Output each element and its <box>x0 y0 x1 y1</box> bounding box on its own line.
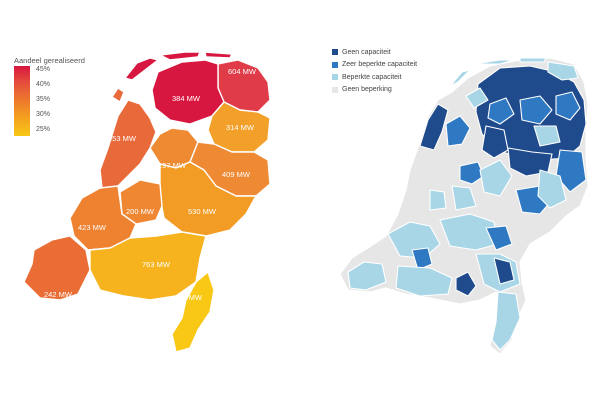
region-noord-brabant[interactable] <box>89 231 207 301</box>
label-zeeland: 242 MW <box>44 290 73 299</box>
label-gelderland: 530 MW <box>188 207 217 216</box>
legend-label: Beperkte capaciteit <box>342 73 402 81</box>
right-west-verylimited <box>445 115 471 147</box>
right-north-verylimited-c <box>487 97 515 125</box>
label-overijssel: 409 MW <box>222 170 251 179</box>
right-middle-verylimited-a <box>555 149 587 193</box>
legend-swatch <box>332 74 338 81</box>
capacity-legend: Geen capaciteit Zeer beperkte capaciteit… <box>332 46 417 96</box>
label-zuid-holland: 423 MW <box>78 223 107 232</box>
right-south-verylimited-b <box>485 225 513 251</box>
left-map: 604 MW 384 MW 314 MW 297 MW 453 MW 409 M… <box>23 51 271 353</box>
capacity-legend-item: Zeer beperkte capaciteit <box>332 59 417 72</box>
ramp-tick-5: 25% <box>36 126 51 133</box>
share-realized-legend-title: Aandeel gerealiseerd <box>14 56 85 65</box>
capacity-legend-item: Geen capaciteit <box>332 46 417 59</box>
region-zeeland[interactable] <box>23 235 91 301</box>
right-middle-none-a <box>481 125 509 159</box>
right-north-limited-a <box>547 61 579 81</box>
right-south-verylimited-a <box>411 247 433 271</box>
right-zeeland-limited <box>347 261 387 291</box>
right-north-limited-c <box>533 125 561 147</box>
right-middle-limited-d <box>429 189 447 211</box>
legend-swatch <box>332 49 338 56</box>
right-map <box>339 57 589 355</box>
label-noord-holland: 453 MW <box>108 134 137 143</box>
label-limburg: 293 MW <box>174 293 203 302</box>
legend-label: Zeer beperkte capaciteit <box>342 61 418 69</box>
label-drenthe: 314 MW <box>226 123 255 132</box>
ramp-tick-3: 35% <box>36 96 51 103</box>
label-friesland: 384 MW <box>172 94 201 103</box>
right-middle-verylimited-b <box>459 161 485 185</box>
capacity-legend-item: Geen beperking <box>332 84 417 97</box>
legend-swatch <box>332 86 338 93</box>
right-north-verylimited-b <box>555 91 581 121</box>
right-north-limited-b <box>465 87 489 109</box>
ramp-tick-2: 40% <box>36 81 51 88</box>
region-noord-holland[interactable] <box>99 99 157 189</box>
label-noord-brabant: 763 MW <box>142 260 171 269</box>
capacity-legend-item: Beperkte capaciteit <box>332 71 417 84</box>
right-middle-limited-b <box>537 169 567 209</box>
right-limburg-limited <box>491 291 521 351</box>
right-south-none-a <box>455 271 477 297</box>
right-wadden <box>449 57 547 87</box>
right-south-none-b <box>493 257 515 285</box>
label-flevoland: 297 MW <box>158 161 187 170</box>
label-groningen: 604 MW <box>228 67 257 76</box>
ramp-tick-4: 30% <box>36 111 51 118</box>
right-middle-limited-a <box>479 159 513 197</box>
right-north-verylimited-a <box>519 95 553 125</box>
region-limburg[interactable] <box>171 271 215 353</box>
right-west-none <box>419 103 449 151</box>
legend-label: Geen beperking <box>342 86 392 94</box>
region-gelderland[interactable] <box>159 161 257 237</box>
right-middle-limited-c <box>451 185 477 211</box>
ramp-tick-1: 45% <box>36 66 51 73</box>
region-noord-holland-island[interactable] <box>111 87 125 103</box>
legend-swatch <box>332 61 338 68</box>
region-wadden-islands[interactable] <box>124 51 233 81</box>
legend-label: Geen capaciteit <box>342 48 391 56</box>
right-south-limited-c <box>395 265 453 297</box>
share-realized-color-ramp <box>14 66 30 136</box>
label-utrecht: 200 MW <box>126 207 155 216</box>
